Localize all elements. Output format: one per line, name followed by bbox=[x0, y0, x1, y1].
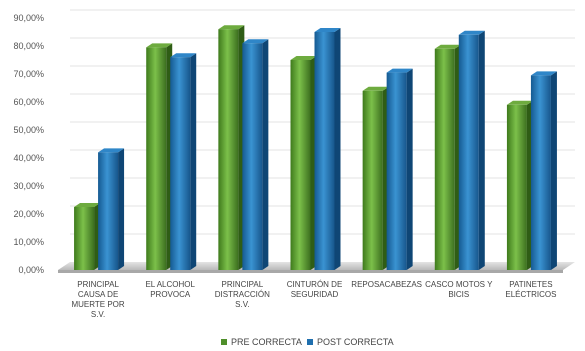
bar-top bbox=[362, 86, 389, 91]
bar-front bbox=[506, 104, 527, 270]
bar-side bbox=[406, 68, 413, 270]
bar-front bbox=[386, 72, 407, 270]
y-tick-label: 50,00% bbox=[13, 125, 44, 135]
bar-front bbox=[98, 152, 119, 270]
bar-top bbox=[434, 44, 461, 49]
bar-front bbox=[314, 32, 335, 270]
bar-pre bbox=[290, 56, 317, 270]
y-axis-ticks: 0,00% 10,00% 20,00% 30,00% 40,00% 50,00% 60,00… bbox=[13, 13, 44, 275]
y-tick-label: 60,00% bbox=[13, 97, 44, 107]
bar-front bbox=[146, 47, 167, 271]
bar-post bbox=[170, 53, 197, 271]
bar-post bbox=[530, 71, 557, 271]
bar-front bbox=[170, 57, 191, 271]
legend: PRE CORRECTA POST CORRECTA bbox=[221, 337, 394, 347]
bar-post bbox=[98, 148, 125, 270]
bar-post bbox=[314, 28, 341, 270]
bar-pre bbox=[74, 203, 101, 270]
bar-side bbox=[550, 71, 557, 271]
bar-top bbox=[530, 71, 557, 76]
bar-top bbox=[290, 56, 317, 60]
y-tick-label: 30,00% bbox=[13, 181, 44, 191]
bar-pre bbox=[218, 25, 245, 271]
legend-label: POST CORRECTA bbox=[317, 337, 394, 347]
bar-side bbox=[262, 39, 269, 271]
y-tick-label: 90,00% bbox=[13, 13, 44, 23]
bar-front bbox=[74, 207, 95, 270]
x-tick-label: CASCO MOTOS Y BICIS bbox=[425, 280, 493, 299]
x-tick-label: CINTURÓN DE SEGURIDAD bbox=[287, 280, 343, 299]
y-tick-label: 40,00% bbox=[13, 153, 44, 163]
bar-top bbox=[98, 148, 125, 153]
bar-front bbox=[530, 75, 551, 271]
bar-side bbox=[478, 30, 485, 270]
y-tick-label: 80,00% bbox=[13, 41, 44, 51]
bar-front bbox=[242, 43, 263, 271]
bar-pre bbox=[362, 86, 389, 270]
bar-pre bbox=[506, 100, 533, 270]
x-tick-label: PRINCIPAL CAUSA DE MUERTE POR S.V. bbox=[71, 280, 124, 319]
bar-front bbox=[218, 29, 239, 271]
legend-swatch bbox=[307, 339, 313, 345]
y-tick-label: 20,00% bbox=[13, 209, 44, 219]
bar-side bbox=[118, 148, 125, 270]
bar-post bbox=[458, 30, 485, 270]
bar-top bbox=[506, 100, 533, 105]
bar-pre bbox=[146, 43, 173, 271]
bar-top bbox=[74, 203, 101, 207]
bar-side bbox=[190, 53, 197, 271]
legend-label: PRE CORRECTA bbox=[231, 337, 302, 347]
y-tick-label: 70,00% bbox=[13, 69, 44, 79]
bar-post bbox=[242, 39, 269, 271]
bar-front bbox=[362, 90, 383, 270]
bar-side bbox=[334, 28, 341, 270]
y-tick-label: 10,00% bbox=[13, 237, 44, 247]
x-axis-labels: PRINCIPAL CAUSA DE MUERTE POR S.V. EL ALCOHO… bbox=[71, 280, 556, 319]
bar-post bbox=[386, 68, 413, 270]
bar-top bbox=[314, 28, 341, 32]
bar-front bbox=[290, 60, 311, 270]
bar-top bbox=[386, 68, 413, 73]
bar-top bbox=[146, 43, 173, 48]
y-tick-label: 0,00% bbox=[18, 265, 44, 275]
x-tick-label: PRINCIPAL DISTRACCIÓN S.V. bbox=[215, 280, 270, 309]
floor-edge bbox=[58, 270, 563, 273]
bar-pre bbox=[434, 44, 461, 270]
bar-top bbox=[170, 53, 197, 58]
bar-top bbox=[458, 30, 485, 35]
x-tick-label: REPOSACABEZAS bbox=[351, 280, 422, 289]
legend-swatch bbox=[221, 339, 227, 345]
x-tick-label: PATINETES ELÉCTRICOS bbox=[505, 280, 556, 299]
x-tick-label: EL ALCOHOL PROVOCA bbox=[145, 280, 195, 299]
bar-top bbox=[218, 25, 245, 30]
bar-top bbox=[242, 39, 269, 44]
bars bbox=[74, 25, 557, 271]
bar-front bbox=[434, 48, 455, 270]
bar-front bbox=[458, 34, 479, 270]
